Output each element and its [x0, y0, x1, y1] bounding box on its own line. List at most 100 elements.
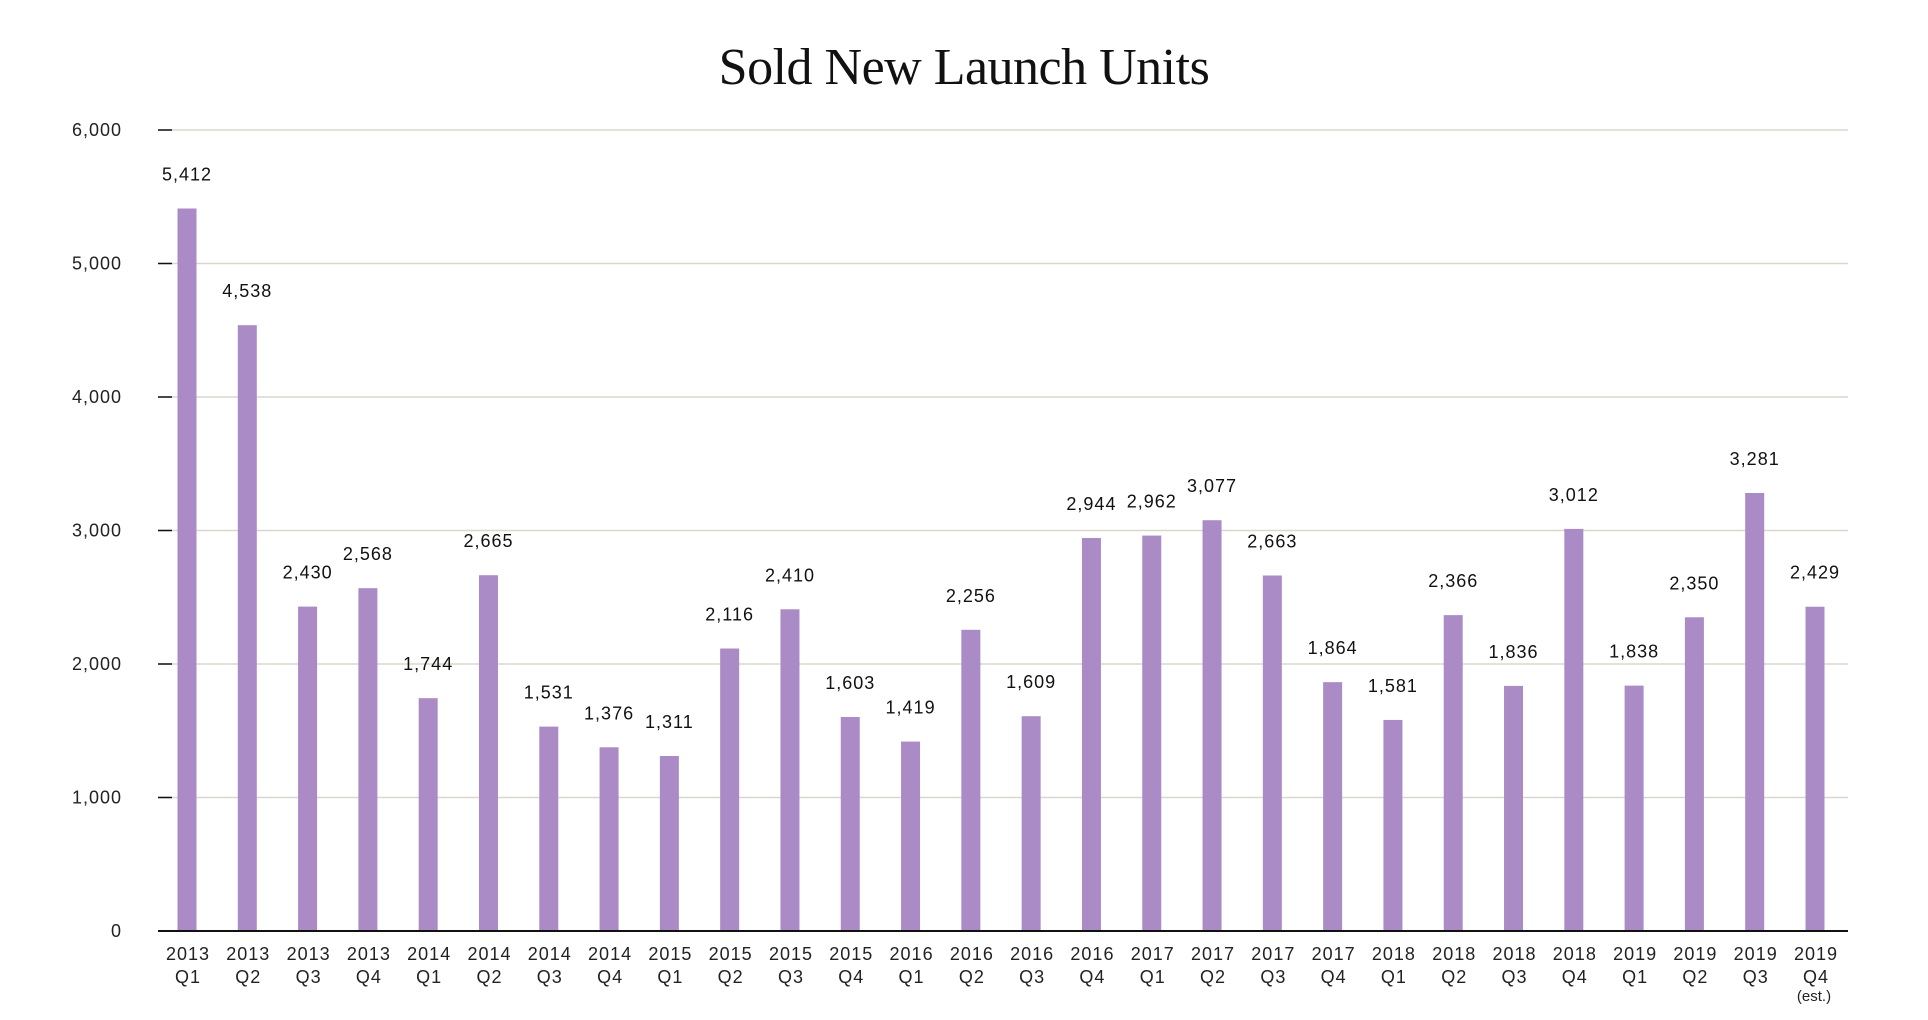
y-tick-label: 2,000 — [72, 654, 122, 674]
bar — [1383, 719, 1403, 931]
x-tick-label-quarter: Q1 — [1622, 967, 1648, 987]
x-tick-label-quarter: Q1 — [657, 967, 683, 987]
y-tick-label: 3,000 — [72, 521, 122, 541]
x-tick-label-year: 2017 — [1191, 944, 1235, 964]
bar — [1504, 685, 1524, 931]
data-label: 3,012 — [1549, 485, 1599, 505]
x-tick-label-quarter: Q2 — [1441, 967, 1467, 987]
x-tick-label-quarter: Q4 — [1562, 967, 1588, 987]
x-tick-label-year: 2015 — [709, 944, 753, 964]
x-tick-label-quarter: Q4 — [838, 967, 864, 987]
data-label: 2,410 — [765, 565, 815, 585]
data-label: 1,838 — [1609, 642, 1659, 662]
x-tick-label-quarter: Q1 — [1140, 967, 1166, 987]
bar — [177, 208, 197, 932]
data-label: 1,603 — [825, 673, 875, 693]
data-label: 2,430 — [283, 563, 333, 583]
x-tick-label-year: 2017 — [1251, 944, 1295, 964]
bar — [1202, 520, 1222, 931]
bar — [358, 588, 378, 931]
grid-layer — [158, 129, 1848, 799]
bar — [599, 747, 619, 931]
bar — [539, 726, 559, 931]
x-tick-label-year: 2018 — [1372, 944, 1416, 964]
x-tick-label-year: 2015 — [648, 944, 692, 964]
bar — [1142, 535, 1162, 931]
x-tick-label-quarter: Q3 — [1019, 967, 1045, 987]
y-axis: 0 1,000 2,000 3,000 4,000 5,000 6,000 — [72, 120, 1848, 941]
x-tick-label-year: 2013 — [166, 944, 210, 964]
x-tick-label-quarter: Q1 — [416, 967, 442, 987]
bar — [780, 609, 800, 931]
data-label: 1,376 — [584, 703, 634, 723]
x-tick-label-quarter: Q3 — [1502, 967, 1528, 987]
x-axis: 2013 Q1 2013 Q2 2013 Q3 2013 Q4 2014 Q1 2014 Q2 2014… — [166, 944, 1837, 1005]
bar — [1805, 606, 1825, 931]
bar — [1262, 575, 1282, 931]
x-tick-label-year: 2014 — [467, 944, 511, 964]
x-tick-label-year: 2013 — [226, 944, 270, 964]
data-label: 5,412 — [162, 164, 212, 184]
x-tick-label-quarter: Q1 — [1381, 967, 1407, 987]
x-tick-label-note: (est.) — [1797, 988, 1831, 1005]
y-tick-label: 4,000 — [72, 387, 122, 407]
x-tick-label-quarter: Q2 — [1200, 967, 1226, 987]
data-label: 2,429 — [1790, 563, 1840, 583]
data-label: 1,609 — [1006, 672, 1056, 692]
x-tick-label-year: 2016 — [1070, 944, 1114, 964]
data-label: 2,116 — [705, 605, 754, 625]
data-label: 3,281 — [1730, 449, 1780, 469]
bar — [298, 606, 318, 931]
data-label: 3,077 — [1187, 476, 1237, 496]
x-tick-label-year: 2019 — [1673, 944, 1717, 964]
chart-title: Sold New Launch Units — [718, 39, 1210, 96]
bar — [1081, 537, 1101, 931]
bar — [1745, 492, 1765, 931]
x-tick-label-year: 2018 — [1553, 944, 1597, 964]
x-tick-label-quarter: Q2 — [718, 967, 744, 987]
x-tick-label-year: 2016 — [890, 944, 934, 964]
x-tick-label-quarter: Q3 — [1260, 967, 1286, 987]
x-tick-label-quarter: Q4 — [1321, 967, 1347, 987]
bar — [1323, 682, 1343, 931]
data-label: 1,836 — [1488, 642, 1538, 662]
data-label: 1,581 — [1368, 676, 1418, 696]
bar — [418, 698, 438, 931]
data-label: 2,962 — [1127, 492, 1177, 512]
data-label-layer: 5,412 4,538 2,430 2,568 1,744 2,665 1,531 1,376… — [162, 164, 1840, 732]
x-tick-label-year: 2019 — [1613, 944, 1657, 964]
x-tick-label-year: 2016 — [950, 944, 994, 964]
x-tick-label-year: 2014 — [528, 944, 572, 964]
bar — [901, 741, 921, 931]
x-tick-label-quarter: Q4 — [1079, 967, 1105, 987]
data-label: 1,744 — [403, 654, 453, 674]
data-label: 1,311 — [645, 712, 694, 732]
data-label: 2,350 — [1669, 573, 1719, 593]
x-tick-label-year: 2014 — [588, 944, 632, 964]
data-label: 2,256 — [946, 586, 996, 606]
data-label: 4,538 — [222, 281, 272, 301]
data-label: 2,366 — [1428, 571, 1478, 591]
x-tick-label-year: 2017 — [1312, 944, 1356, 964]
bar — [840, 716, 860, 931]
x-tick-label-year: 2016 — [1010, 944, 1054, 964]
x-tick-label-quarter: Q4 — [1803, 967, 1829, 987]
x-tick-label-quarter: Q1 — [175, 967, 201, 987]
data-label: 1,531 — [524, 683, 574, 703]
data-label: 2,663 — [1247, 531, 1297, 551]
x-tick-label-quarter: Q2 — [476, 967, 502, 987]
bar — [659, 755, 679, 931]
bar — [961, 629, 981, 931]
x-tick-label-quarter: Q4 — [356, 967, 382, 987]
y-tick-label: 0 — [111, 921, 122, 941]
bar — [1021, 716, 1041, 931]
x-tick-label-quarter: Q4 — [597, 967, 623, 987]
y-tick-label: 1,000 — [72, 788, 122, 808]
bar — [1624, 685, 1644, 931]
x-tick-label-quarter: Q3 — [1743, 967, 1769, 987]
x-tick-label-quarter: Q2 — [959, 967, 985, 987]
x-tick-label-year: 2015 — [829, 944, 873, 964]
x-tick-label-quarter: Q3 — [296, 967, 322, 987]
y-tick-label: 5,000 — [72, 254, 122, 274]
